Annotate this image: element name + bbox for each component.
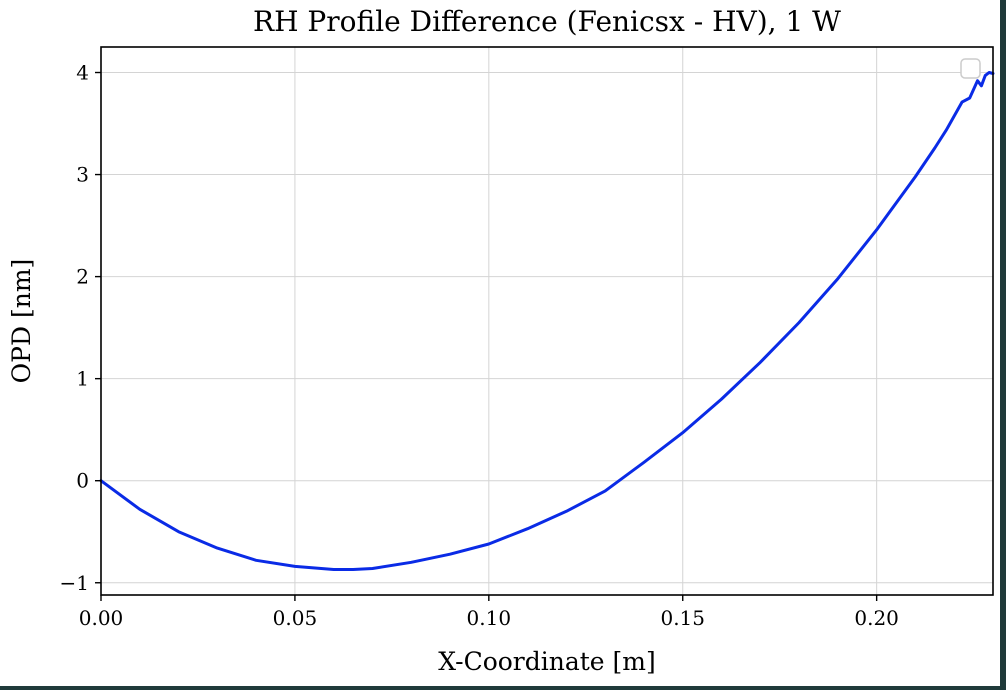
y-tick-label: −1 [60, 571, 89, 595]
x-tick-label: 0.10 [467, 606, 512, 630]
plot-frame [100, 46, 994, 596]
y-axis-label: OPD [nm] [7, 259, 36, 384]
legend-box [960, 58, 981, 79]
y-tick-label: 1 [76, 367, 89, 391]
x-tick-label: 0.20 [854, 606, 899, 630]
x-tick-label: 0.00 [79, 606, 124, 630]
series-layer [99, 71, 995, 571]
x-tick-label: 0.05 [273, 606, 318, 630]
gridlines [100, 47, 993, 595]
ticks: 0.00 0.05 0.10 0.15 0.20 −1 0 1 2 3 4 [60, 61, 899, 630]
series-line [99, 71, 995, 571]
y-tick-label: 3 [76, 163, 89, 187]
y-tick-label: 0 [76, 469, 89, 493]
x-tick-label: 0.15 [660, 606, 705, 630]
y-tick-label: 2 [76, 265, 89, 289]
chart-title: RH Profile Difference (Fenicsx - HV), 1 … [253, 5, 841, 38]
x-axis-label: X-Coordinate [m] [438, 647, 656, 676]
y-tick-label: 4 [76, 61, 89, 85]
